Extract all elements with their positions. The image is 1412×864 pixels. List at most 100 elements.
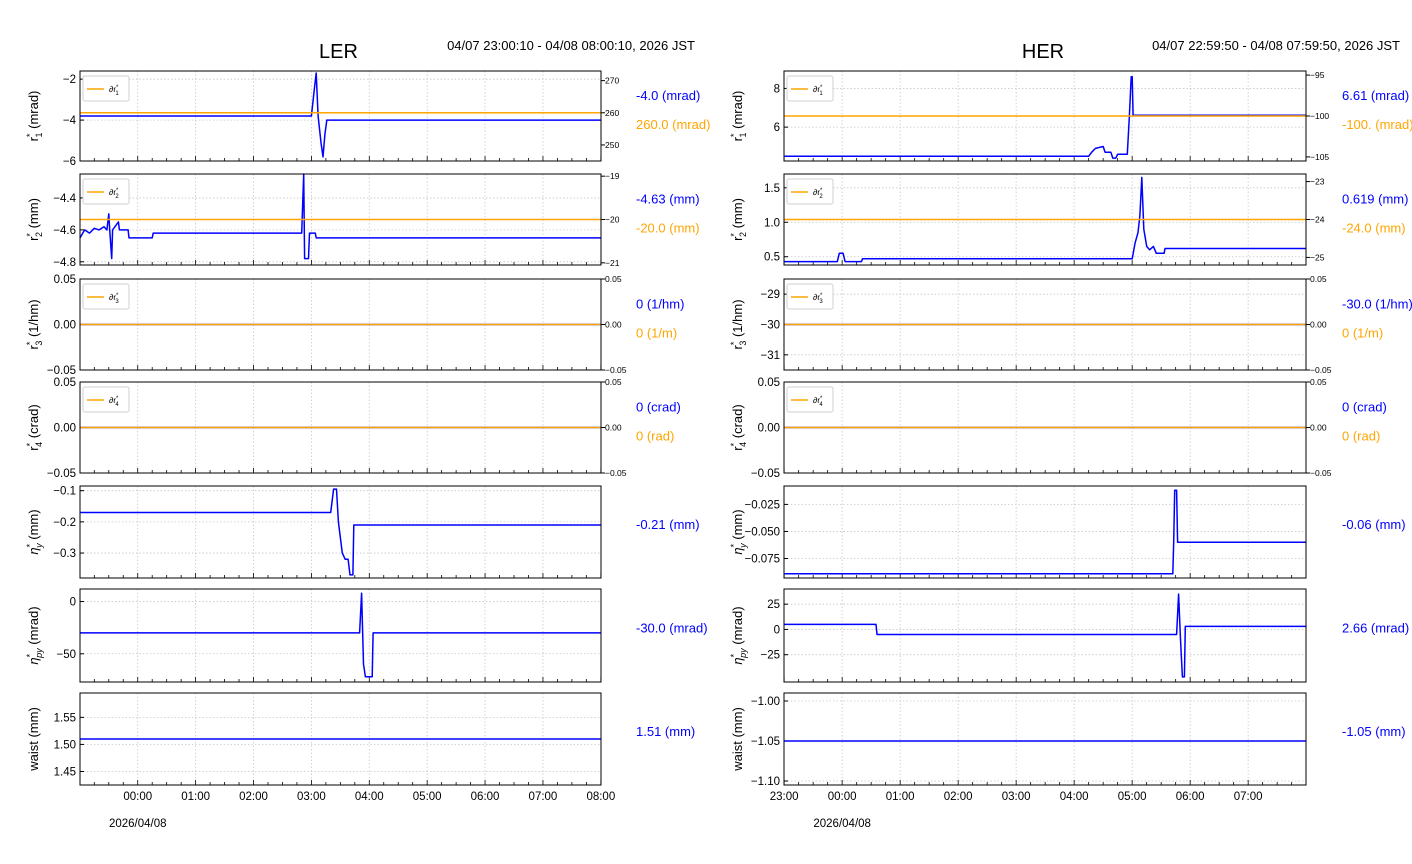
y-tick-label: 0.05 <box>54 274 76 286</box>
plot-frame <box>783 485 1307 579</box>
x-tick-label: 01:00 <box>886 791 915 803</box>
y-axis-label: r*4 (crad) <box>25 404 44 450</box>
plot-frame <box>783 588 1307 683</box>
plot-frame <box>79 485 602 579</box>
readout-value: -30.0 (1/hm) <box>1342 297 1412 312</box>
y2-tick-label: 0.05 <box>1310 274 1327 284</box>
panel-7: 1.45 1.50 1.55 waist (mm) 1.51 (mm) <box>26 692 695 786</box>
legend-box <box>786 75 834 102</box>
readout-value: 0 (1/hm) <box>636 297 684 312</box>
readout-setpoint: -24.0 (mm) <box>1342 221 1406 236</box>
y-tick-label: −1.05 <box>751 736 780 748</box>
y2-tick-label: 260 <box>605 108 619 118</box>
legend: ∂r* 2 <box>786 178 834 205</box>
y-tick-label: 8 <box>774 83 780 95</box>
readout-value: 0.619 (mm) <box>1342 192 1408 207</box>
series-line-value <box>784 76 1306 159</box>
y-axis-label: r*2 (mm) <box>25 198 44 241</box>
y2-tick-label: −0.05 <box>1310 468 1332 478</box>
y-tick-label: −0.050 <box>745 526 781 538</box>
readout-value: 2.66 (mrad) <box>1342 621 1409 636</box>
readout-value: -0.21 (mm) <box>636 517 700 532</box>
readout-value: 6.61 (mrad) <box>1342 88 1409 103</box>
legend: ∂r* 4 <box>82 386 130 413</box>
readout-value: -30.0 (mrad) <box>636 621 708 636</box>
readout-value: -0.06 (mm) <box>1342 517 1406 532</box>
y-tick-label: 1.45 <box>54 766 76 778</box>
y2-tick-label: −23 <box>1310 177 1325 187</box>
y2-tick-label: −0.05 <box>605 468 627 478</box>
legend-label: ∂r* 1 <box>109 84 119 97</box>
series-line-value <box>80 592 601 678</box>
y-axis-label: r*3 (1/hm) <box>25 299 44 349</box>
x-date-label: 2026/04/08 <box>109 818 167 830</box>
y2-tick-label: −0.05 <box>605 365 627 375</box>
y-tick-label: −0.3 <box>53 548 76 560</box>
y-tick-label: 1.50 <box>54 739 76 751</box>
legend-label: ∂r* 2 <box>813 187 823 200</box>
y-tick-label: −50 <box>56 649 76 661</box>
y-tick-label: −4 <box>63 115 77 127</box>
x-tick-label: 08:00 <box>586 791 615 803</box>
panel-4: −0.05 0.00 0.05 −0.05 0.00 0.05 ∂r* 4 r*4 (crad)… <box>25 377 681 480</box>
y-tick-label: 0.00 <box>54 320 76 332</box>
panel-2: 0.5 1.0 1.5 −25 −24 −23 ∂r* 2 r*2 (mm) 0.619 (mm)… <box>729 173 1408 266</box>
x-tick-label: 04:00 <box>1060 791 1089 803</box>
ler-chart: LER 04/07 23:00:10 - 04/08 08:00:10, 2026… <box>25 38 710 830</box>
legend-box <box>82 178 130 205</box>
x-tick-label: 02:00 <box>239 791 268 803</box>
y-tick-label: 0.00 <box>758 423 780 435</box>
y-tick-label: −4.6 <box>53 225 76 237</box>
x-tick-label: 00:00 <box>828 791 857 803</box>
y-axis-label: waist (mm) <box>730 707 745 772</box>
legend-box <box>82 75 130 102</box>
y2-tick-label: −105 <box>1310 152 1329 162</box>
x-date-label: 2026/04/08 <box>813 818 871 830</box>
readout-setpoint: 0 (1/m) <box>636 326 677 341</box>
legend: ∂r* 2 <box>82 178 130 205</box>
plot-frame <box>783 173 1307 266</box>
panel-3: −31 −30 −29 −0.05 0.00 0.05 ∂r* 3 r*3 (1/hm) -30.… <box>729 274 1412 375</box>
x-tick-label: 02:00 <box>944 791 973 803</box>
readout-value: 0 (crad) <box>1342 400 1387 415</box>
y2-tick-label: −19 <box>605 171 620 181</box>
readout-value: -1.05 (mm) <box>1342 724 1406 739</box>
y-tick-label: −29 <box>760 289 780 301</box>
readout-setpoint: 260.0 (mrad) <box>636 117 710 132</box>
legend-box <box>786 386 834 413</box>
x-tick-label: 03:00 <box>1002 791 1031 803</box>
y-tick-label: −0.05 <box>751 468 780 480</box>
y-tick-label: −6 <box>63 156 76 168</box>
legend-box <box>82 386 130 413</box>
y2-tick-label: 270 <box>605 76 619 86</box>
legend-label: ∂r* 4 <box>109 395 119 408</box>
y-tick-label: −0.1 <box>53 486 76 498</box>
y2-tick-label: 250 <box>605 140 619 150</box>
y-tick-label: −0.05 <box>47 468 76 480</box>
y2-tick-label: 0.05 <box>1310 377 1327 387</box>
series-line-value <box>784 593 1306 678</box>
y-tick-label: 6 <box>774 122 780 134</box>
x-tick-label: 07:00 <box>529 791 558 803</box>
series-line-value <box>784 176 1306 263</box>
y-tick-label: −4.8 <box>53 257 76 269</box>
y-axis-label: r*3 (1/hm) <box>729 299 748 349</box>
plot-frame <box>783 278 1307 371</box>
legend-box <box>786 283 834 310</box>
legend-label: ∂r* 3 <box>109 292 119 305</box>
legend-label: ∂r* 1 <box>813 84 823 97</box>
readout-value: -4.63 (mm) <box>636 192 700 207</box>
x-tick-label: 00:00 <box>123 791 152 803</box>
legend: ∂r* 1 <box>82 75 130 102</box>
y-axis-label: waist (mm) <box>26 707 41 772</box>
plot-frame <box>79 588 602 683</box>
panel-6: −25 0 25 η*py (mrad) 2.66 (mrad) <box>729 588 1409 683</box>
time-range-label: 04/07 23:00:10 - 04/08 08:00:10, 2026 JS… <box>447 38 695 53</box>
readout-setpoint: -20.0 (mm) <box>636 221 700 236</box>
chart-title: HER <box>1022 41 1064 63</box>
y-tick-label: −1.10 <box>751 776 780 788</box>
legend-box <box>786 178 834 205</box>
panel-1: −6 −4 −2 250 260 270 ∂r* 1 r*1 (mrad) -4.0 (mrad)… <box>25 70 710 168</box>
